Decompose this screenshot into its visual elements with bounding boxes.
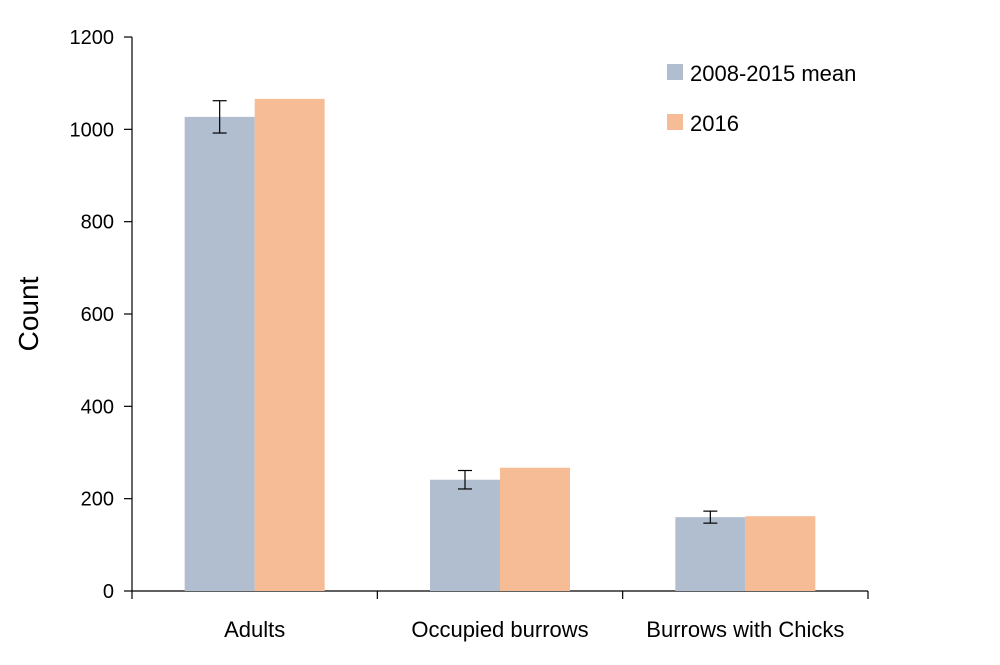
y-tick-label: 400 — [81, 396, 114, 418]
bar — [745, 516, 816, 591]
bar — [430, 479, 500, 591]
x-category-label: Burrows with Chicks — [646, 617, 844, 642]
x-category-label: Adults — [224, 617, 285, 642]
bar — [675, 517, 746, 591]
legend-swatch — [667, 114, 683, 130]
legend-label: 2008-2015 mean — [690, 61, 856, 86]
bar — [500, 467, 570, 591]
legend: 2008-2015 mean 2016 — [667, 61, 856, 136]
bar — [184, 116, 255, 591]
y-axis-title: Count — [13, 276, 44, 351]
y-tick-label: 200 — [81, 489, 114, 511]
y-tick-label: 800 — [81, 212, 114, 234]
bars-group — [184, 98, 816, 591]
error-bars-group — [212, 100, 718, 524]
y-tick-label: 1000 — [70, 119, 115, 141]
legend-swatch — [667, 64, 683, 80]
y-axis: 0 200 400 600 800 1000 1200 — [70, 27, 133, 603]
bar — [254, 98, 325, 591]
y-tick-label: 0 — [103, 581, 114, 603]
x-category-label: Occupied burrows — [411, 617, 588, 642]
y-tick-label: 1200 — [70, 27, 115, 49]
legend-label: 2016 — [690, 111, 739, 136]
x-axis: Adults Occupied burrows Burrows with Chick… — [131, 590, 869, 642]
y-tick-label: 600 — [81, 304, 114, 326]
